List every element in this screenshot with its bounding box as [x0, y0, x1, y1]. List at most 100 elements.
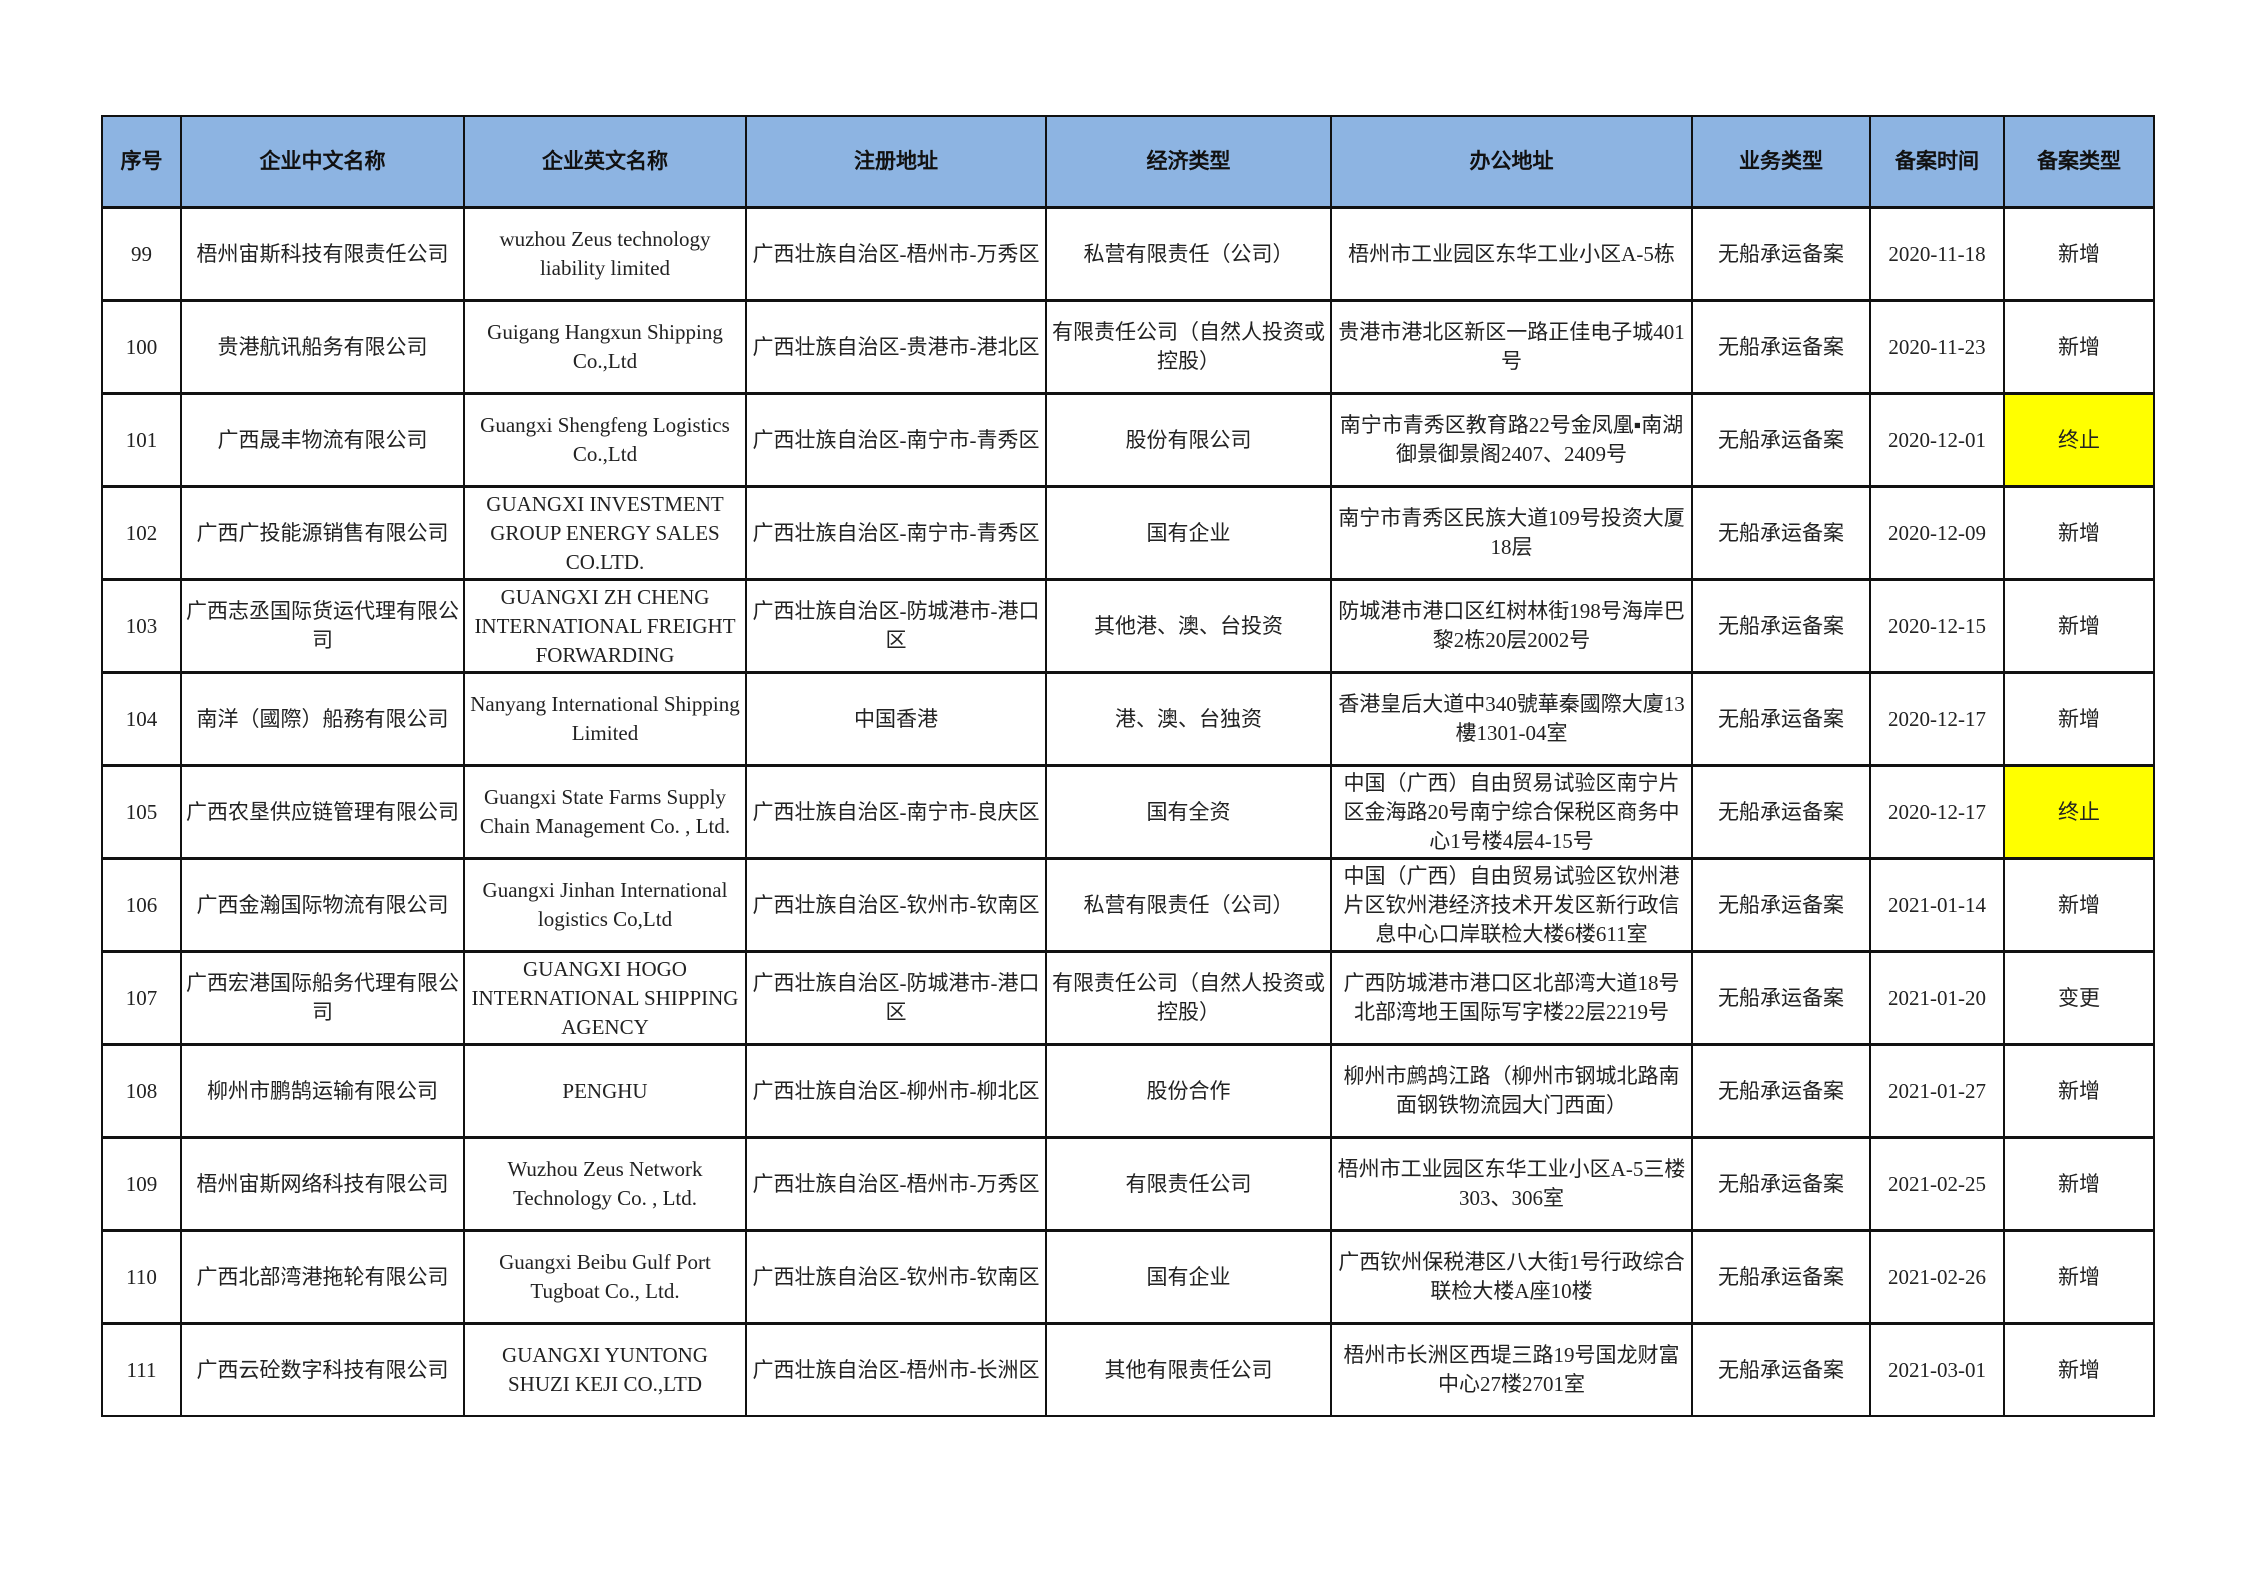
cell-filing-type: 终止: [2003, 392, 2155, 488]
cell-seq: 104: [101, 671, 182, 767]
table-row: 106 广西金瀚国际物流有限公司 Guangxi Jinhan Internatio…: [101, 857, 2155, 953]
cell-en-name: wuzhou Zeus technology liability limited: [463, 206, 747, 302]
cell-en-name: Guangxi Beibu Gulf Port Tugboat Co., Ltd…: [463, 1229, 747, 1325]
header-business-type: 业务类型: [1691, 115, 1871, 209]
cell-business-type: 无船承运备案: [1691, 764, 1871, 860]
cell-office-address: 梧州市工业园区东华工业小区A-5三楼303、306室: [1330, 1136, 1693, 1232]
table-row: 111 广西云砼数字科技有限公司 GUANGXI YUNTONG SHUZI KEJ…: [101, 1322, 2155, 1417]
cell-office-address: 香港皇后大道中340號華秦國際大廈13樓1301-04室: [1330, 671, 1693, 767]
header-row: 序号 企业中文名称 企业英文名称 注册地址 经济类型 办公地址 业务类型 备案时间 备案类型: [101, 115, 2155, 209]
cell-economic-type: 其他港、澳、台投资: [1045, 578, 1332, 674]
cell-en-name: GUANGXI ZH CHENG INTERNATIONAL FREIGHT F…: [463, 578, 747, 674]
table-row: 102 广西广投能源销售有限公司 GUANGXI INVESTMENT GROUP …: [101, 485, 2155, 581]
cell-filing-type: 新增: [2003, 1136, 2155, 1232]
table-row: 101 广西晟丰物流有限公司 Guangxi Shengfeng Logistics…: [101, 392, 2155, 488]
cell-filing-date: 2020-12-17: [1869, 764, 2005, 860]
cell-office-address: 柳州市鹧鸪江路（柳州市钢城北路南面钢铁物流园大门西面）: [1330, 1043, 1693, 1139]
cell-seq: 99: [101, 206, 182, 302]
cell-seq: 105: [101, 764, 182, 860]
cell-filing-date: 2020-12-01: [1869, 392, 2005, 488]
cell-office-address: 广西钦州保税港区八大街1号行政综合联检大楼A座10楼: [1330, 1229, 1693, 1325]
cell-en-name: Guangxi Jinhan International logistics C…: [463, 857, 747, 953]
cell-filing-type: 新增: [2003, 485, 2155, 581]
cell-en-name: GUANGXI YUNTONG SHUZI KEJI CO.,LTD: [463, 1322, 747, 1417]
cell-reg-address: 广西壮族自治区-南宁市-青秀区: [745, 392, 1047, 488]
cell-seq: 108: [101, 1043, 182, 1139]
cell-filing-type: 新增: [2003, 1322, 2155, 1417]
cell-cn-name: 梧州宙斯科技有限责任公司: [180, 206, 465, 302]
cell-cn-name: 柳州市鹏鹄运输有限公司: [180, 1043, 465, 1139]
cell-economic-type: 有限责任公司（自然人投资或控股）: [1045, 950, 1332, 1046]
cell-economic-type: 其他有限责任公司: [1045, 1322, 1332, 1417]
cell-reg-address: 广西壮族自治区-梧州市-万秀区: [745, 206, 1047, 302]
header-reg-address: 注册地址: [745, 115, 1047, 209]
table-row: 103 广西志丞国际货运代理有限公司 GUANGXI ZH CHENG INTERN…: [101, 578, 2155, 674]
cell-business-type: 无船承运备案: [1691, 671, 1871, 767]
cell-filing-date: 2021-02-26: [1869, 1229, 2005, 1325]
cell-business-type: 无船承运备案: [1691, 1322, 1871, 1417]
cell-business-type: 无船承运备案: [1691, 1229, 1871, 1325]
cell-reg-address: 广西壮族自治区-柳州市-柳北区: [745, 1043, 1047, 1139]
cell-business-type: 无船承运备案: [1691, 950, 1871, 1046]
cell-business-type: 无船承运备案: [1691, 578, 1871, 674]
cell-filing-type: 新增: [2003, 1229, 2155, 1325]
header-economic-type: 经济类型: [1045, 115, 1332, 209]
cell-business-type: 无船承运备案: [1691, 299, 1871, 395]
cell-seq: 109: [101, 1136, 182, 1232]
cell-en-name: Guangxi State Farms Supply Chain Managem…: [463, 764, 747, 860]
cell-cn-name: 广西宏港国际船务代理有限公司: [180, 950, 465, 1046]
cell-cn-name: 广西北部湾港拖轮有限公司: [180, 1229, 465, 1325]
cell-cn-name: 广西广投能源销售有限公司: [180, 485, 465, 581]
cell-economic-type: 有限责任公司（自然人投资或控股）: [1045, 299, 1332, 395]
cell-reg-address: 中国香港: [745, 671, 1047, 767]
cell-office-address: 防城港市港口区红树林街198号海岸巴黎2栋20层2002号: [1330, 578, 1693, 674]
header-en-name: 企业英文名称: [463, 115, 747, 209]
cell-filing-date: 2020-11-23: [1869, 299, 2005, 395]
cell-office-address: 梧州市长洲区西堤三路19号国龙财富中心27楼2701室: [1330, 1322, 1693, 1417]
cell-seq: 111: [101, 1322, 182, 1417]
cell-reg-address: 广西壮族自治区-梧州市-长洲区: [745, 1322, 1047, 1417]
cell-economic-type: 股份合作: [1045, 1043, 1332, 1139]
cell-economic-type: 私营有限责任（公司）: [1045, 206, 1332, 302]
cell-seq: 106: [101, 857, 182, 953]
cell-en-name: Wuzhou Zeus Network Technology Co. , Ltd…: [463, 1136, 747, 1232]
cell-reg-address: 广西壮族自治区-南宁市-青秀区: [745, 485, 1047, 581]
cell-cn-name: 广西晟丰物流有限公司: [180, 392, 465, 488]
cell-filing-type: 新增: [2003, 671, 2155, 767]
cell-economic-type: 有限责任公司: [1045, 1136, 1332, 1232]
cell-filing-type: 终止: [2003, 764, 2155, 860]
cell-filing-type: 变更: [2003, 950, 2155, 1046]
cell-office-address: 中国（广西）自由贸易试验区钦州港片区钦州港经济技术开发区新行政信息中心口岸联检大…: [1330, 857, 1693, 953]
table-row: 100 贵港航讯船务有限公司 Guigang Hangxun Shipping Co…: [101, 299, 2155, 395]
cell-en-name: GUANGXI HOGO INTERNATIONAL SHIPPING AGEN…: [463, 950, 747, 1046]
cell-business-type: 无船承运备案: [1691, 485, 1871, 581]
cell-cn-name: 广西志丞国际货运代理有限公司: [180, 578, 465, 674]
cell-filing-date: 2021-02-25: [1869, 1136, 2005, 1232]
cell-seq: 101: [101, 392, 182, 488]
filing-table: 序号 企业中文名称 企业英文名称 注册地址 经济类型 办公地址 业务类型 备案时间 备案类型 9…: [101, 115, 2155, 1417]
header-seq: 序号: [101, 115, 182, 209]
cell-office-address: 南宁市青秀区民族大道109号投资大厦18层: [1330, 485, 1693, 581]
cell-business-type: 无船承运备案: [1691, 857, 1871, 953]
cell-economic-type: 国有全资: [1045, 764, 1332, 860]
cell-filing-date: 2020-11-18: [1869, 206, 2005, 302]
cell-filing-date: 2020-12-15: [1869, 578, 2005, 674]
cell-business-type: 无船承运备案: [1691, 1043, 1871, 1139]
cell-economic-type: 私营有限责任（公司）: [1045, 857, 1332, 953]
cell-en-name: PENGHU: [463, 1043, 747, 1139]
cell-en-name: Guigang Hangxun Shipping Co.,Ltd: [463, 299, 747, 395]
header-filing-type: 备案类型: [2003, 115, 2155, 209]
cell-economic-type: 国有企业: [1045, 1229, 1332, 1325]
cell-filing-type: 新增: [2003, 299, 2155, 395]
cell-reg-address: 广西壮族自治区-防城港市-港口区: [745, 950, 1047, 1046]
cell-reg-address: 广西壮族自治区-防城港市-港口区: [745, 578, 1047, 674]
cell-en-name: Nanyang International Shipping Limited: [463, 671, 747, 767]
cell-office-address: 梧州市工业园区东华工业小区A-5栋: [1330, 206, 1693, 302]
header-office-address: 办公地址: [1330, 115, 1693, 209]
table-row: 109 梧州宙斯网络科技有限公司 Wuzhou Zeus Network Techn…: [101, 1136, 2155, 1232]
cell-office-address: 贵港市港北区新区一路正佳电子城401号: [1330, 299, 1693, 395]
cell-business-type: 无船承运备案: [1691, 392, 1871, 488]
table-row: 108 柳州市鹏鹄运输有限公司 PENGHU 广西壮族自治区-柳州市-柳北区 股份合作柳…: [101, 1043, 2155, 1139]
table-row: 110 广西北部湾港拖轮有限公司 Guangxi Beibu Gulf Port T…: [101, 1229, 2155, 1325]
cell-cn-name: 广西农垦供应链管理有限公司: [180, 764, 465, 860]
